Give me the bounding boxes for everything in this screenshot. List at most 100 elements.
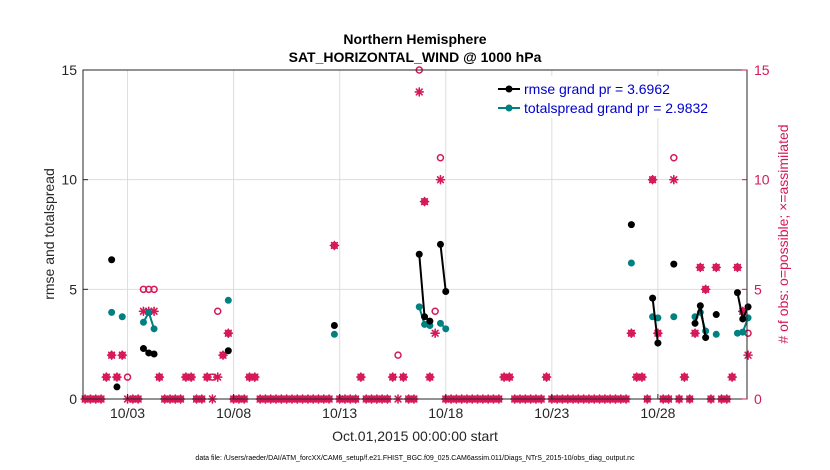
x-tick-label: 10/23 <box>534 405 569 421</box>
obs-assimilated-marker <box>387 372 398 382</box>
grid-layer <box>83 70 747 399</box>
obs-assimilated-marker <box>223 328 234 339</box>
y-axis-label-left: rmse and totalspread <box>41 168 57 300</box>
spread-marker <box>744 314 752 322</box>
rmse-marker <box>113 383 121 391</box>
spread-marker <box>627 259 635 267</box>
rmse-marker <box>426 317 434 325</box>
obs-assimilated-marker <box>504 372 515 382</box>
obs-assimilated-marker <box>626 328 637 339</box>
spread-marker <box>739 328 747 336</box>
obs-assimilated-marker <box>669 174 679 185</box>
legend-box <box>494 76 742 118</box>
rmse-marker <box>691 319 699 327</box>
rmse-marker <box>442 288 450 296</box>
obs-possible-marker <box>150 285 158 294</box>
rmse-marker <box>744 303 752 311</box>
obs-assimilated-marker <box>700 284 711 295</box>
spread-marker <box>415 303 423 311</box>
rmse-marker <box>627 221 635 229</box>
rmse-marker <box>150 350 158 358</box>
series-layer <box>108 221 752 391</box>
rmse-marker <box>696 302 704 310</box>
obs-assimilated-marker <box>732 262 743 273</box>
obs-possible-marker <box>431 307 439 316</box>
rmse-marker <box>108 256 116 264</box>
rmse-marker <box>139 345 147 353</box>
obs-assimilated-marker <box>112 372 122 382</box>
rmse-marker <box>654 339 662 347</box>
obs-assimilated-marker <box>679 372 690 382</box>
rmse-marker <box>330 322 338 330</box>
rmse-marker <box>712 311 720 319</box>
y-tick-label-left: 10 <box>61 172 77 188</box>
spread-marker <box>654 314 662 322</box>
spread-marker <box>436 319 444 327</box>
rmse-line <box>439 244 447 292</box>
x-tick-label: 10/08 <box>216 405 251 421</box>
obs-assimilated-marker <box>186 372 196 382</box>
data-file-footnote: data file: /Users/raeder/DAI/ATM_forcXX/… <box>195 455 635 462</box>
spread-marker <box>108 308 116 316</box>
obs-assimilated-marker <box>212 372 223 382</box>
spread-marker <box>670 313 678 321</box>
obs-assimilated-marker <box>541 372 552 382</box>
rmse-marker <box>421 313 429 321</box>
obs-assimilated-marker <box>356 372 366 382</box>
x-tick-label: 10/13 <box>322 405 357 421</box>
y-tick-label-right: 15 <box>754 62 770 78</box>
x-tick-label: 10/18 <box>428 405 463 421</box>
y-axis-label-right: # of obs: o=possible; ×=assimilated <box>775 124 791 343</box>
obs-assimilated-marker <box>711 262 722 273</box>
spread-marker <box>712 330 720 338</box>
rmse-marker <box>145 349 153 357</box>
spread-marker <box>139 318 147 326</box>
obs-assimilated-marker <box>690 328 700 339</box>
obs-assimilated-marker <box>425 372 435 382</box>
obs-assimilated-marker <box>695 262 706 273</box>
obs-assimilated-marker <box>202 372 212 382</box>
rmse-line <box>651 297 659 344</box>
spread-marker <box>733 329 741 337</box>
spread-marker <box>118 313 126 321</box>
spread-marker <box>442 325 450 333</box>
obs-possible-marker <box>213 307 222 316</box>
rmse-marker <box>670 260 678 268</box>
y-tick-label-left: 0 <box>69 391 77 407</box>
spread-marker <box>330 330 338 338</box>
y-tick-label-right: 5 <box>754 281 762 297</box>
obs-possible-marker <box>436 153 445 162</box>
obs-possible-marker <box>394 351 402 359</box>
obs-possible-marker <box>123 373 132 381</box>
obs-assimilated-marker <box>647 174 658 185</box>
obs-assimilated-marker <box>117 350 128 360</box>
rmse-marker <box>224 347 232 355</box>
rmse-marker <box>415 250 423 258</box>
obs-assimilated-marker <box>419 196 430 207</box>
chart-title-line1: Northern Hemisphere <box>343 31 486 47</box>
obs-assimilated-marker <box>101 372 112 382</box>
axis-layer: 10/03 10/08 10/13 10/18 10/23 10/28 0 5 10 15 0 5 10… <box>61 62 769 421</box>
rmse-marker <box>436 240 444 248</box>
spread-marker <box>150 325 158 333</box>
spread-marker <box>145 308 153 316</box>
obs-assimilated-marker <box>743 350 753 360</box>
spread-marker <box>421 320 429 328</box>
rmse-marker <box>702 334 710 342</box>
chart-title-line2: SAT_HORIZONTAL_WIND @ 1000 hPa <box>289 49 542 65</box>
obs-assimilated-marker <box>637 372 647 382</box>
obs-assimilated-marker <box>435 174 446 185</box>
obs-assimilated-marker <box>727 372 737 382</box>
legend-rmse-label: rmse grand pr = 3.6962 <box>524 81 670 97</box>
legend-spread-marker <box>505 104 513 112</box>
y-tick-label-right: 0 <box>754 391 762 407</box>
obs-assimilated-marker <box>430 328 440 339</box>
rmse-marker <box>649 294 657 302</box>
y-tick-label-left: 15 <box>61 62 77 78</box>
rmse-marker <box>739 315 747 323</box>
rmse-marker <box>733 289 741 297</box>
x-tick-label: 10/28 <box>640 405 675 421</box>
obs-assimilated-marker <box>154 372 165 382</box>
spread-marker <box>224 296 232 304</box>
